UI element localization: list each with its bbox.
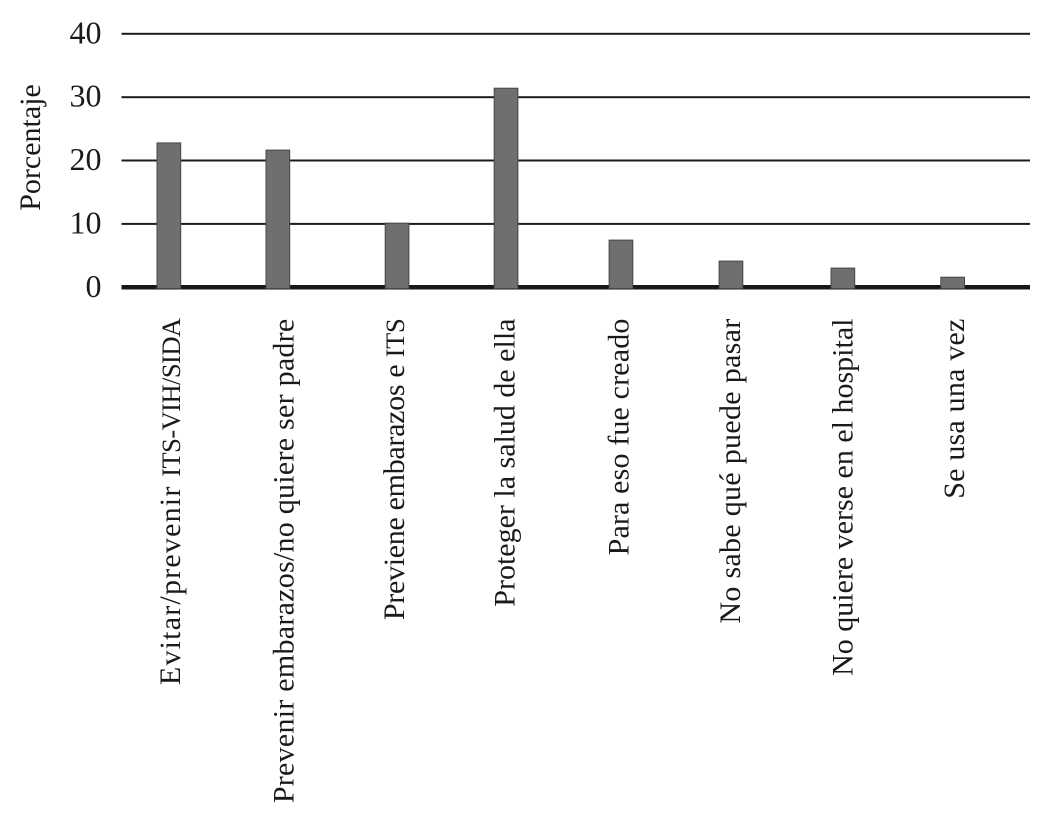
- svg-text:40: 40: [70, 14, 102, 50]
- svg-text:Previene embarazos e ITS: Previene embarazos e ITS: [378, 319, 411, 621]
- svg-text:Se usa una vez: Se usa una vez: [938, 318, 971, 498]
- svg-text:Proteger la salud de ella: Proteger la salud de ella: [489, 319, 522, 607]
- svg-text:0: 0: [86, 268, 102, 304]
- svg-text:Porcentaje: Porcentaje: [14, 84, 47, 211]
- svg-text:20: 20: [70, 141, 102, 177]
- svg-text:No sabe qué puede pasar: No sabe qué puede pasar: [714, 319, 747, 624]
- svg-text:Para eso fue creado: Para eso fue creado: [602, 319, 635, 556]
- svg-text:10: 10: [70, 204, 102, 240]
- svg-text:Prevenir embarazos/no quiere s: Prevenir embarazos/no quiere ser padre: [268, 318, 301, 803]
- svg-text:Evitar/prevenir ITS-VIH/SIDA: Evitar/prevenir ITS-VIH/SIDA: [154, 318, 187, 685]
- svg-text:30: 30: [70, 78, 102, 114]
- svg-text:No quiere verse en el hospital: No quiere verse en el hospital: [826, 319, 859, 676]
